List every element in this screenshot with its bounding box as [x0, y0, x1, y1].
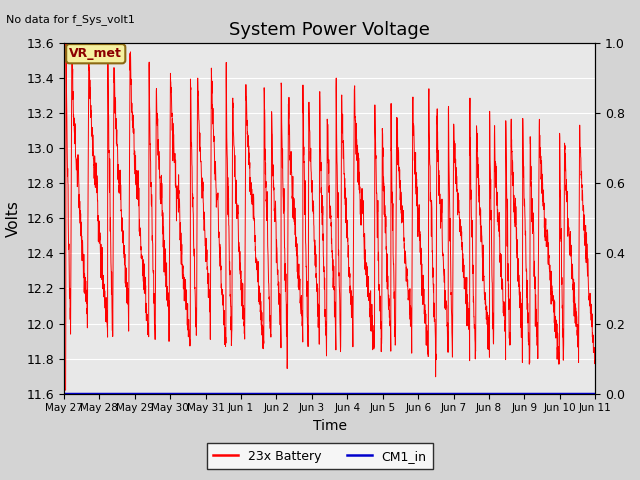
Title: System Power Voltage: System Power Voltage	[229, 21, 430, 39]
X-axis label: Time: Time	[312, 419, 347, 433]
Legend: 23x Battery, CM1_in: 23x Battery, CM1_in	[207, 444, 433, 469]
Y-axis label: Volts: Volts	[6, 200, 21, 237]
Text: No data for f_Sys_volt1: No data for f_Sys_volt1	[6, 14, 135, 25]
Text: VR_met: VR_met	[69, 47, 122, 60]
